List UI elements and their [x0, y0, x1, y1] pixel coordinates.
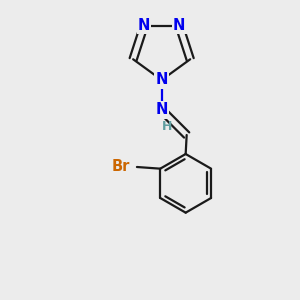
Text: H: H — [161, 120, 172, 133]
Text: N: N — [155, 73, 168, 88]
Text: N: N — [173, 18, 185, 33]
Text: N: N — [138, 18, 150, 33]
Text: N: N — [155, 103, 168, 118]
Text: Br: Br — [112, 160, 130, 175]
